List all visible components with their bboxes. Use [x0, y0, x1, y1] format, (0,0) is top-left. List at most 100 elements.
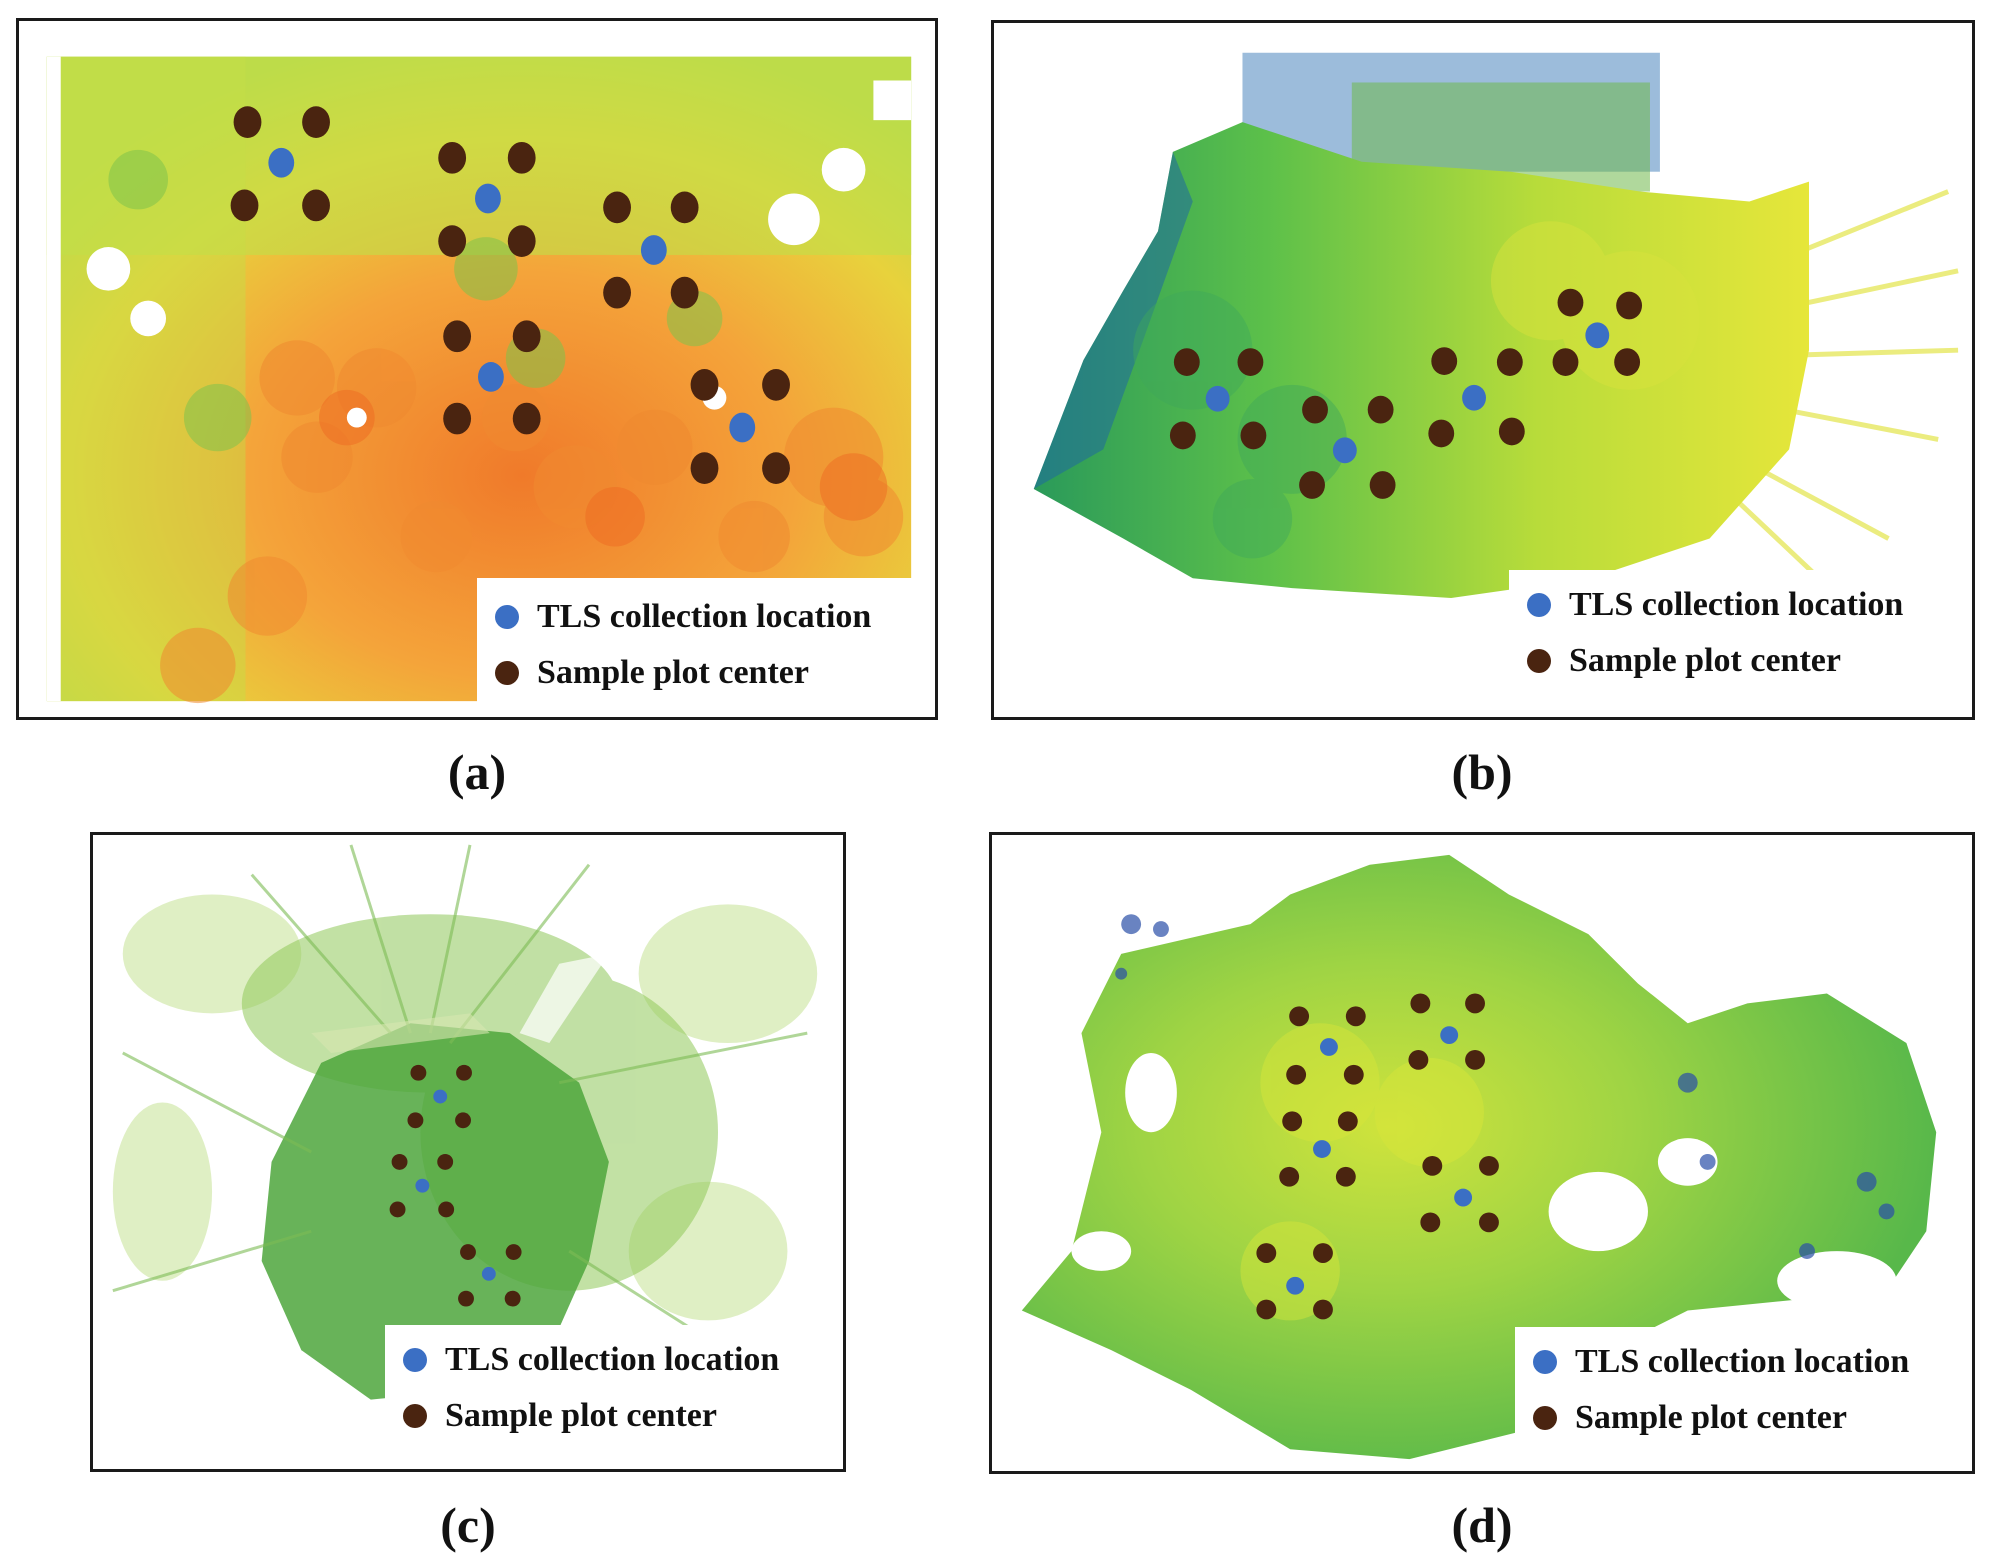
plot-center-marker — [456, 1064, 472, 1081]
legend-item-tls: TLS collection location — [495, 598, 871, 636]
legend-item-tls: TLS collection location — [403, 1341, 779, 1379]
plot-center-marker — [1302, 395, 1328, 424]
plot-center-marker — [512, 320, 541, 353]
plot-center-marker — [1408, 1049, 1429, 1070]
plot-center-marker — [391, 1153, 408, 1170]
caption-b: (b) — [1451, 744, 1513, 800]
plot-center-marker — [1256, 1299, 1277, 1320]
tls-location-marker — [433, 1089, 448, 1104]
tls-location-marker — [729, 412, 756, 443]
plot-marker-icon — [495, 661, 519, 685]
legend-item-plot: Sample plot center — [403, 1397, 717, 1435]
point-cloud-map-c — [112, 844, 818, 1400]
tls-location-marker — [481, 1266, 496, 1281]
tls-marker-icon — [495, 605, 519, 629]
tls-location-marker — [1462, 384, 1486, 411]
plot-center-marker — [1614, 348, 1641, 376]
panel-d: TLS collection location Sample plot cent… — [989, 832, 1975, 1474]
caption-c: (c) — [440, 1497, 496, 1553]
plot-center-marker — [507, 141, 536, 174]
tls-marker-icon — [1533, 1350, 1557, 1374]
tls-location-marker — [1454, 1188, 1473, 1207]
legend-plot-label: Sample plot center — [537, 654, 809, 691]
plot-center-marker — [460, 1244, 476, 1260]
plot-center-marker — [1479, 1155, 1499, 1176]
plot-center-marker — [389, 1201, 406, 1218]
plot-center-marker — [1428, 419, 1455, 448]
legend-b: TLS collection location Sample plot cent… — [1509, 570, 1972, 717]
plot-center-marker — [1240, 421, 1267, 450]
caption-a: (a) — [447, 744, 507, 800]
tls-location-marker — [1286, 1276, 1305, 1295]
plot-center-marker — [690, 452, 719, 485]
plot-center-marker — [1496, 348, 1523, 376]
tls-location-marker — [475, 183, 501, 214]
plot-center-marker — [1345, 1006, 1366, 1027]
plot-center-marker — [1465, 993, 1485, 1014]
plot-center-marker — [603, 191, 631, 224]
plot-center-marker — [455, 1112, 471, 1129]
plot-center-marker — [407, 1112, 424, 1129]
plot-center-marker — [1343, 1064, 1364, 1085]
plot-center-marker — [1337, 1111, 1358, 1132]
tls-location-marker — [1205, 385, 1230, 412]
plot-center-marker — [233, 106, 262, 138]
plot-center-marker — [1557, 288, 1584, 317]
plot-marker-icon — [403, 1404, 427, 1428]
plot-center-marker — [302, 106, 330, 138]
legend-item-plot: Sample plot center — [1533, 1399, 1847, 1437]
tls-location-marker — [1319, 1038, 1338, 1056]
tls-marker-icon — [403, 1348, 427, 1372]
markers-b — [1169, 288, 1643, 499]
caption-d: (d) — [1451, 1497, 1513, 1553]
panel-b: TLS collection location Sample plot cent… — [991, 20, 1975, 720]
plot-center-marker — [1299, 471, 1325, 499]
plot-center-marker — [1335, 1166, 1356, 1187]
panel-a: TLS collection location Sample plot cent… — [16, 18, 938, 720]
plot-center-marker — [1552, 348, 1579, 376]
plot-center-marker — [670, 276, 699, 309]
plot-marker-icon — [1527, 649, 1551, 673]
legend-item-tls: TLS collection location — [1527, 586, 1903, 624]
legend-item-plot: Sample plot center — [495, 654, 809, 692]
plot-center-marker — [438, 141, 467, 174]
plot-center-marker — [1279, 1166, 1300, 1187]
plot-center-marker — [438, 1201, 455, 1218]
plot-center-marker — [438, 225, 467, 257]
plot-center-marker — [603, 276, 631, 309]
plot-center-marker — [1289, 1006, 1310, 1027]
legend-c: TLS collection location Sample plot cent… — [385, 1325, 843, 1469]
legend-item-tls: TLS collection location — [1533, 1343, 1909, 1381]
plot-center-marker — [1410, 993, 1431, 1014]
tls-location-marker — [1313, 1140, 1331, 1158]
legend-plot-label: Sample plot center — [1569, 642, 1841, 679]
plot-center-marker — [512, 402, 541, 435]
legend-tls-label: TLS collection location — [537, 598, 872, 635]
plot-center-marker — [1420, 1212, 1441, 1233]
markers-d — [1256, 993, 1499, 1320]
plot-center-marker — [690, 369, 719, 401]
markers-c — [389, 1064, 522, 1307]
tls-location-marker — [268, 147, 295, 178]
tls-location-marker — [415, 1178, 430, 1193]
plot-center-marker — [1431, 347, 1458, 375]
tls-location-marker — [477, 362, 504, 392]
plot-center-marker — [762, 452, 790, 485]
legend-tls-label: TLS collection location — [445, 1341, 780, 1378]
plot-center-marker — [410, 1064, 427, 1081]
plot-center-marker — [1422, 1155, 1443, 1176]
panel-c: TLS collection location Sample plot cent… — [90, 832, 846, 1472]
plot-center-marker — [443, 320, 472, 353]
plot-center-marker — [1498, 417, 1525, 446]
plot-center-marker — [1367, 395, 1394, 424]
tls-location-marker — [1332, 437, 1357, 464]
plot-center-marker — [1313, 1299, 1333, 1320]
tls-location-marker — [640, 235, 667, 265]
legend-plot-label: Sample plot center — [445, 1397, 717, 1434]
plot-center-marker — [505, 1244, 522, 1260]
tls-location-marker — [1440, 1026, 1459, 1045]
plot-center-marker — [230, 189, 259, 222]
plot-center-marker — [1237, 348, 1264, 376]
plot-center-marker — [1369, 471, 1396, 499]
plot-center-marker — [762, 369, 790, 401]
